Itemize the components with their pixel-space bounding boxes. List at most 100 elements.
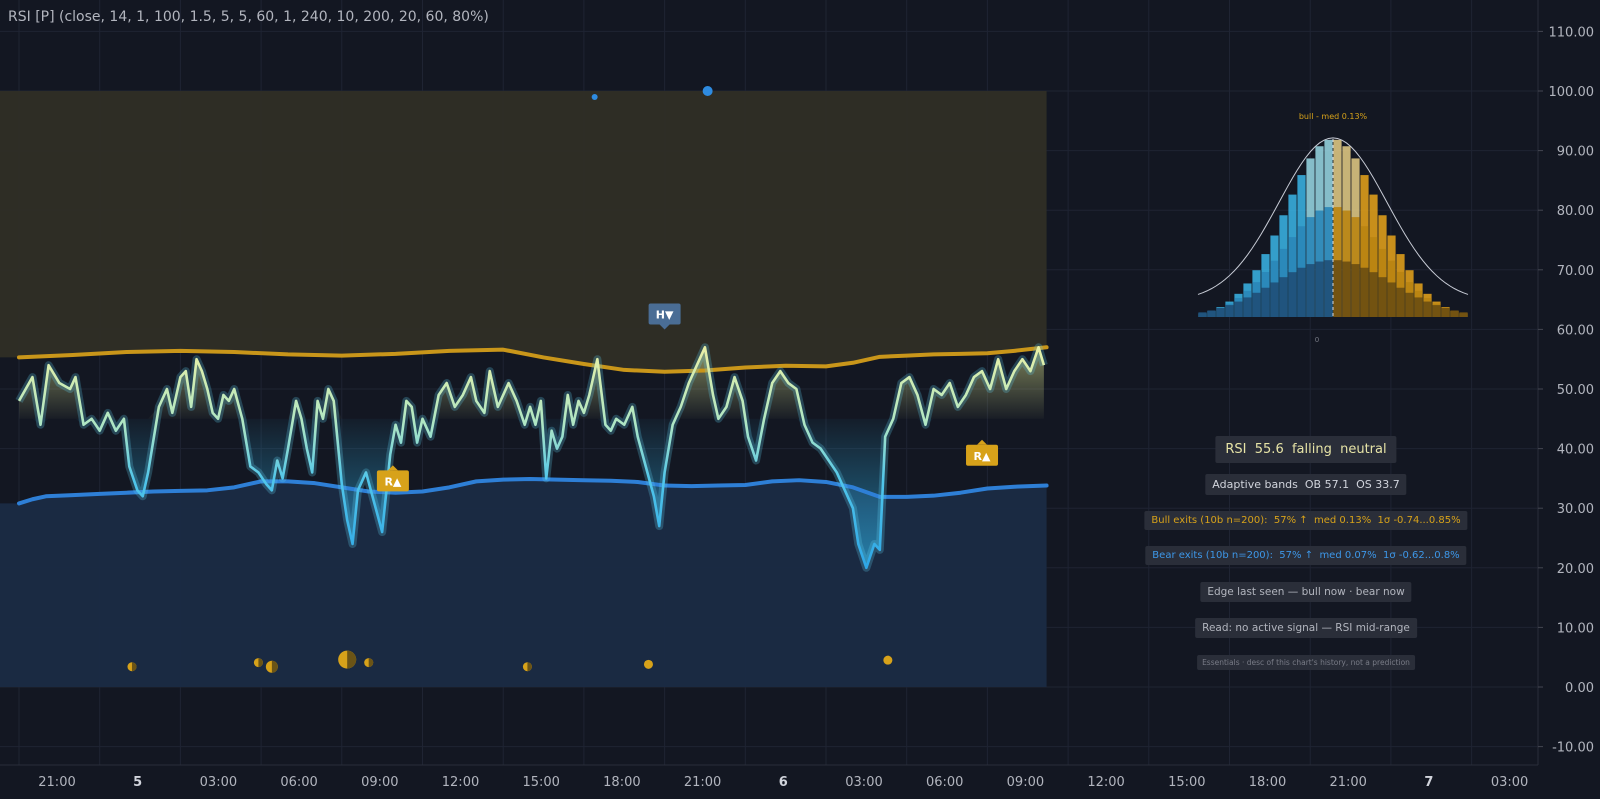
time-label: 03:00 [1491, 775, 1528, 790]
inset-bar-bottom [1243, 297, 1252, 317]
inset-bar-bottom [1216, 308, 1225, 317]
ob-line [17, 345, 1049, 374]
time-label: 06:00 [280, 775, 317, 790]
inset-bar-bottom [1360, 267, 1369, 317]
price-label: 60.00 [1557, 323, 1594, 338]
inset-bar-bottom [1333, 260, 1342, 317]
inset-bar-bottom [1423, 301, 1432, 317]
time-label: 21:00 [1329, 775, 1366, 790]
exit-marker-half [347, 650, 357, 669]
inset-bar-bottom [1351, 264, 1360, 317]
bear-exits-text: Bear exits (10b n=200): 57% ↑ med 0.07% … [1152, 550, 1460, 561]
indicator-legend[interactable]: RSI [P] (close, 14, 1, 100, 1.5, 5, 5, 6… [8, 9, 489, 25]
footnote-text: Essentials · desc of this chart's histor… [1202, 658, 1410, 667]
marker-label: R▲ [384, 475, 401, 488]
time-label: 12:00 [442, 775, 479, 790]
signal-markers: R▲ H▼ R▲ [127, 86, 999, 673]
rsi-status-box: RSI 55.6 falling neutral [1215, 436, 1397, 463]
bull-exits-text: Bull exits (10b n=200): 57% ↑ med 0.13% … [1151, 515, 1461, 526]
inset-bar-bottom [1234, 301, 1243, 317]
price-label: 80.00 [1557, 204, 1594, 219]
inset-bar-bottom [1459, 312, 1468, 317]
inset-bar-bottom [1315, 261, 1324, 317]
rsi-line-main [17, 345, 1046, 570]
rsi-status-text: RSI 55.6 falling neutral [1225, 442, 1387, 457]
rsi-fill [19, 347, 1044, 568]
price-label: -10.00 [1552, 741, 1594, 756]
inset-bar-bottom [1450, 310, 1459, 317]
inset-bar-bottom [1261, 287, 1270, 317]
time-axis[interactable]: 21:00 5 03:00 06:00 09:00 12:00 15:00 18:00 21:0… [0, 764, 1600, 795]
exit-marker-dot [643, 659, 653, 669]
inset-title: bull - med 0.13% [1299, 112, 1368, 121]
inset-bar-bottom [1279, 277, 1288, 317]
os-line [17, 476, 1049, 506]
price-axis-bg [1538, 0, 1600, 765]
rsi-down-fill [19, 418, 1044, 568]
price-label: 70.00 [1557, 264, 1594, 279]
price-label: 110.00 [1549, 25, 1595, 40]
inset-bar-bottom [1225, 305, 1234, 317]
inset-bar-bottom [1342, 261, 1351, 317]
inset-bar-bottom [1297, 267, 1306, 317]
band-lines [17, 345, 1049, 506]
inset-bar-bottom [1405, 292, 1414, 317]
read-signal-text: Read: no active signal — RSI mid-range [1202, 622, 1410, 634]
exit-marker-half [131, 662, 137, 672]
time-label: 03:00 [845, 775, 882, 790]
time-label: 15:00 [1168, 775, 1205, 790]
time-label: 12:00 [1087, 775, 1124, 790]
oversold-zone [0, 478, 1047, 687]
time-axis-bg [0, 765, 1600, 795]
inset-bar-bottom [1396, 287, 1405, 317]
exit-distribution-inset: bull - med 0.13% 0 [1197, 112, 1469, 344]
time-label: 5 [133, 775, 142, 790]
price-axis[interactable]: 110.00 100.00 90.00 80.00 70.00 60.00 50.00 40.… [1537, 0, 1600, 765]
overbought-zone [0, 91, 1047, 372]
inset-bar-bottom [1432, 305, 1441, 317]
inset-bar-bottom [1207, 310, 1216, 317]
h-marker: H▼ [648, 303, 681, 330]
bull-exits-box: Bull exits (10b n=200): 57% ↑ med 0.13% … [1144, 511, 1468, 530]
inset-bar-bottom [1306, 264, 1315, 317]
price-label: 10.00 [1557, 621, 1594, 636]
inset-bar-bottom [1441, 308, 1450, 317]
price-label: 40.00 [1557, 443, 1594, 458]
bear-exits-box: Bear exits (10b n=200): 57% ↑ med 0.07% … [1145, 546, 1467, 565]
inset-bar-bottom [1270, 282, 1279, 317]
price-label: 50.00 [1557, 383, 1594, 398]
inset-outline-curve [1197, 137, 1469, 295]
marker-label: H▼ [656, 309, 674, 322]
edge-last-seen-box: Edge last seen — bull now · bear now [1200, 582, 1412, 602]
r-marker: R▲ [376, 465, 409, 492]
adaptive-bands-box: Adaptive bands OB 57.1 OS 33.7 [1205, 474, 1407, 495]
exit-marker-half [271, 660, 278, 673]
inset-zero-label: 0 [1315, 336, 1319, 344]
edge-last-seen-text: Edge last seen — bull now · bear now [1207, 586, 1405, 598]
price-label: 90.00 [1557, 145, 1594, 160]
exit-marker-half [527, 662, 532, 672]
price-label: 100.00 [1549, 85, 1595, 100]
time-label: 7 [1424, 775, 1433, 790]
price-label: 0.00 [1565, 681, 1594, 696]
top-signal-dot [702, 86, 713, 96]
time-label: 18:00 [603, 775, 640, 790]
time-label: 21:00 [38, 775, 75, 790]
inset-bar-bottom [1288, 272, 1297, 317]
top-signal-dot [591, 93, 598, 100]
inset-bar-bottom [1414, 297, 1423, 317]
time-label: 06:00 [926, 775, 963, 790]
time-label: 6 [779, 775, 788, 790]
ob-os-bands [0, 91, 1047, 687]
inset-bar-bottom [1387, 282, 1396, 317]
inset-bar-bottom [1324, 260, 1333, 317]
time-label: 09:00 [1007, 775, 1044, 790]
time-label: 15:00 [522, 775, 559, 790]
inset-bar-bottom [1369, 272, 1378, 317]
exit-marker-dot [883, 655, 893, 665]
marker-label: R▲ [974, 450, 991, 463]
price-label: 30.00 [1557, 502, 1594, 517]
rsi-up-fill [19, 347, 1044, 419]
